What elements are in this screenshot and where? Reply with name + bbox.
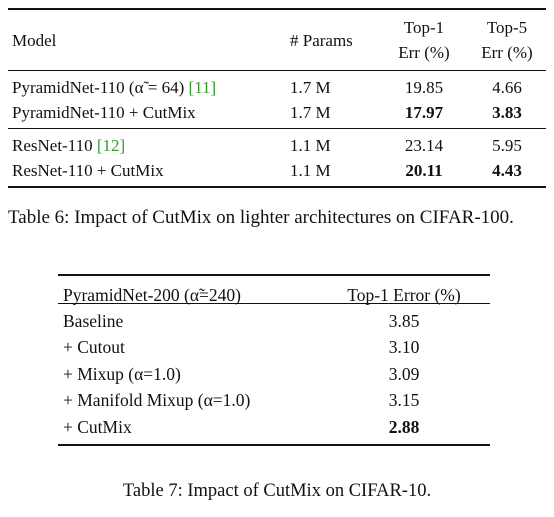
table-row: + Cutout 3.10	[58, 334, 490, 361]
method-cell: + Mixup (α=1.0)	[63, 363, 181, 384]
table-row: + CutMix 2.88	[58, 414, 490, 441]
header-top5-line1: Top-5	[486, 18, 528, 37]
params-cell: 1.7 M	[290, 103, 331, 122]
top5-cell: 4.43	[492, 161, 522, 180]
top1-cell: 20.11	[405, 161, 443, 180]
top1-cell: 23.14	[404, 136, 444, 155]
table-row: PyramidNet-110 (α̃ = 64) [11] 1.7 M 19.8…	[8, 75, 546, 100]
model-name: ResNet-110 + CutMix	[12, 161, 164, 180]
model-cell: PyramidNet-110 (α̃ = 64) [11]	[12, 75, 216, 100]
table-row: + Mixup (α=1.0) 3.09	[58, 361, 490, 388]
table-row: Baseline 3.85	[58, 308, 490, 335]
error-cell: 3.85	[388, 310, 420, 331]
table-7-header: PyramidNet-200 (α̃=240) Top-1 Error (%)	[58, 276, 490, 305]
header-top5-line2: Err (%)	[481, 43, 533, 62]
method-cell: + Manifold Mixup (α=1.0)	[63, 390, 251, 410]
params-cell: 1.7 M	[290, 78, 331, 97]
params-cell: 1.1 M	[290, 136, 331, 155]
citation-link[interactable]: [12]	[96, 136, 126, 155]
table-7: PyramidNet-200 (α̃=240) Top-1 Error (%) …	[58, 274, 490, 446]
table-row: ResNet-110 [12] 1.1 M 23.14 5.95	[8, 133, 546, 158]
header-params: # Params	[290, 31, 353, 50]
table-6-group-pyramidnet: PyramidNet-110 (α̃ = 64) [11] 1.7 M 19.8…	[8, 71, 546, 129]
table-6-group-resnet: ResNet-110 [12] 1.1 M 23.14 5.95 ResNet-…	[8, 129, 546, 186]
top5-cell: 5.95	[492, 136, 522, 155]
top1-cell: 19.85	[404, 78, 444, 97]
table-7-body: Baseline 3.85 + Cutout 3.10 + Mixup (α=1…	[58, 304, 490, 445]
header-top1-line2: Err (%)	[398, 43, 450, 62]
params-cell: 1.1 M	[290, 161, 331, 180]
error-cell: 3.15	[388, 390, 420, 410]
table-6-caption: Table 6: Impact of CutMix on lighter arc…	[8, 207, 514, 228]
table-6-header: Model # Params Top-1 Err (%) Top-5 Err (…	[8, 10, 546, 71]
table-row: ResNet-110 + CutMix 1.1 M 20.11 4.43	[8, 158, 546, 183]
top1-cell: 17.97	[404, 103, 444, 122]
model-cell: ResNet-110 + CutMix	[12, 158, 164, 183]
error-cell: 2.88	[388, 416, 420, 437]
method-cell: + CutMix	[63, 416, 132, 437]
method-cell: Baseline	[63, 310, 124, 331]
table-row: PyramidNet-110 + CutMix 1.7 M 17.97 3.83	[8, 100, 546, 125]
error-cell: 3.09	[388, 363, 420, 384]
header-method: PyramidNet-200 (α̃=240)	[63, 285, 241, 305]
model-cell: ResNet-110 [12]	[12, 133, 125, 158]
header-model: Model	[12, 31, 57, 50]
header-top5: Top-5 Err (%)	[474, 15, 540, 65]
citation-link[interactable]: [11]	[188, 78, 217, 97]
header-top1: Top-1 Err (%)	[388, 15, 460, 65]
model-cell: PyramidNet-110 + CutMix	[12, 100, 196, 125]
method-cell: + Cutout	[63, 337, 125, 357]
model-name: ResNet-110	[12, 136, 97, 155]
header-top1-error: Top-1 Error (%)	[347, 285, 461, 305]
header-top1-line1: Top-1	[403, 18, 445, 37]
model-name: PyramidNet-110 + CutMix	[12, 103, 196, 122]
top5-cell: 4.66	[492, 78, 522, 97]
model-name: PyramidNet-110 (α̃ = 64)	[12, 78, 189, 97]
top5-cell: 3.83	[492, 103, 522, 122]
table-6: Model # Params Top-1 Err (%) Top-5 Err (…	[8, 8, 546, 188]
error-cell: 3.10	[388, 337, 420, 357]
table-row: + Manifold Mixup (α=1.0) 3.15	[58, 387, 490, 414]
table-7-caption: Table 7: Impact of CutMix on CIFAR-10.	[122, 481, 432, 501]
